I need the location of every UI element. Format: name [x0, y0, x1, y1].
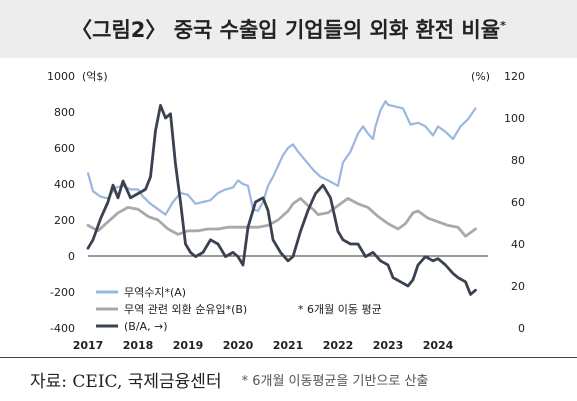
series-line-3	[86, 104, 477, 296]
left-tick-label: 400	[54, 178, 75, 191]
right-tick-label: 60	[511, 196, 525, 209]
title-bar: 〈그림2〉 중국 수출입 기업들의 외화 환전 비율*	[0, 0, 577, 58]
right-tick-label: 80	[511, 154, 525, 167]
left-tick-label: 0	[68, 250, 75, 263]
legend-moving-average-note: * 6개월 이동 평균	[298, 303, 382, 316]
left-tick-label: -400	[50, 322, 75, 335]
x-tick-label: 2021	[273, 339, 304, 352]
series-line-1	[86, 100, 477, 216]
legend-label: 무역 관련 외환 순유입*(B)	[124, 303, 247, 316]
left-tick-label: 200	[54, 214, 75, 227]
legend-label: 무역수지*(A)	[124, 286, 186, 299]
left-tick-label: 800	[54, 106, 75, 119]
right-axis-unit: (%)	[471, 70, 490, 83]
footer: 자료: CEIC, 국제금융센터 * 6개월 이동평균을 기반으로 산출	[0, 357, 577, 401]
right-tick-label: 40	[511, 238, 525, 251]
x-tick-label: 2018	[123, 339, 154, 352]
legend-label: (B/A, →)	[124, 320, 168, 333]
x-tick-label: 2020	[223, 339, 254, 352]
footnote-text: * 6개월 이동평균을 기반으로 산출	[241, 374, 429, 389]
x-tick-label: 2023	[373, 339, 404, 352]
right-tick-label: 20	[511, 280, 525, 293]
left-axis-unit: (억$)	[82, 70, 108, 83]
x-tick-label: 2022	[323, 339, 354, 352]
right-tick-label: 120	[504, 70, 525, 83]
x-tick-label: 2024	[423, 339, 454, 352]
series-lines	[86, 100, 477, 296]
left-tick-label: 1000	[47, 70, 75, 83]
right-tick-label: 0	[518, 322, 525, 335]
source-text: 자료: CEIC, 국제금융센터	[30, 372, 222, 392]
left-tick-label: -200	[50, 286, 75, 299]
chart-title: 〈그림2〉 중국 수출입 기업들의 외화 환전 비율*	[71, 18, 506, 42]
legend: 무역수지*(A) 무역 관련 외환 순유입*(B) (B/A, →) * 6개월 이동…	[96, 286, 382, 333]
title-footnote-mark: *	[500, 19, 506, 32]
x-tick-label: 2017	[73, 339, 104, 352]
series-line-2	[86, 196, 477, 238]
right-tick-label: 100	[504, 112, 525, 125]
left-tick-label: 600	[54, 142, 75, 155]
x-tick-label: 2019	[173, 339, 204, 352]
